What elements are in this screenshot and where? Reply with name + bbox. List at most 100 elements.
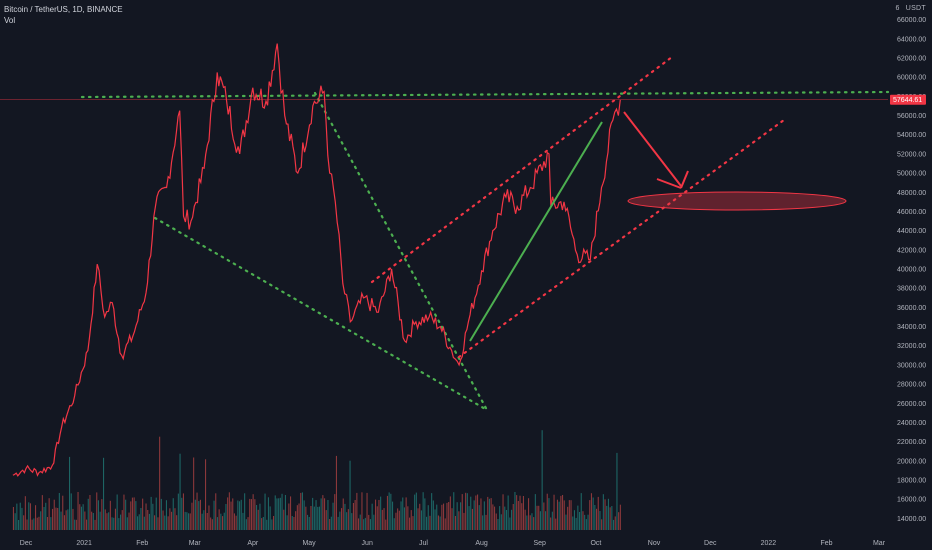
volume-bar bbox=[580, 493, 582, 530]
volume-bar bbox=[381, 509, 383, 530]
volume-bar bbox=[116, 494, 118, 530]
volume-bar bbox=[380, 496, 382, 530]
volume-bar bbox=[308, 517, 310, 530]
volume-bar bbox=[342, 498, 344, 530]
currency-label: USDT bbox=[905, 5, 926, 12]
volume-bar bbox=[551, 511, 553, 530]
volume-bar bbox=[199, 499, 201, 530]
volume-bar bbox=[483, 501, 485, 530]
volume-bar bbox=[157, 517, 159, 530]
volume-bar bbox=[516, 495, 518, 530]
time-axis[interactable]: Dec 2021 Feb Mar Apr May Jun Jul Aug Sep Oct Nov Dec… bbox=[20, 540, 886, 547]
volume-bar bbox=[67, 509, 69, 530]
symbol-title[interactable]: Bitcoin / TetherUS, 1D, BINANCE bbox=[4, 5, 123, 14]
volume-bar bbox=[429, 515, 431, 530]
volume-bar bbox=[220, 513, 222, 530]
drawing-layer-top[interactable] bbox=[469, 111, 689, 342]
volume-bar bbox=[60, 511, 62, 530]
volume-bar bbox=[526, 515, 528, 530]
drawing-layer[interactable] bbox=[80, 55, 890, 412]
x-tick-label: Dec bbox=[20, 540, 33, 547]
volume-bar bbox=[393, 518, 395, 530]
volume-bar bbox=[284, 495, 286, 530]
x-tick-label: May bbox=[302, 540, 316, 547]
volume-bar bbox=[364, 517, 366, 530]
volume-bar bbox=[431, 493, 433, 530]
volume-bar bbox=[594, 505, 596, 530]
volume-bar bbox=[213, 500, 215, 530]
volume-bar bbox=[397, 508, 399, 530]
volume-bar bbox=[75, 519, 77, 530]
volume-bar bbox=[456, 502, 458, 530]
volume-bar bbox=[477, 494, 479, 530]
y-tick-label: 62000.00 bbox=[897, 55, 926, 62]
y-tick-label: 14000.00 bbox=[897, 516, 926, 523]
volume-bar bbox=[172, 498, 174, 530]
volume-bar bbox=[242, 512, 244, 530]
volume-bar bbox=[473, 500, 475, 530]
volume-bar bbox=[589, 500, 591, 530]
x-tick-label: Feb bbox=[820, 540, 832, 547]
volume-bar bbox=[448, 502, 450, 530]
volume-bar bbox=[138, 514, 140, 530]
volume-bar bbox=[480, 498, 482, 530]
volume-bar bbox=[123, 494, 125, 530]
volume-bar bbox=[147, 510, 149, 530]
volume-bar bbox=[434, 509, 436, 530]
volume-bar bbox=[427, 505, 429, 530]
volume-bar bbox=[208, 505, 210, 530]
volume-label[interactable]: Vol bbox=[4, 16, 16, 25]
volume-bar bbox=[155, 497, 157, 530]
volume-bar bbox=[368, 514, 370, 530]
volume-bar bbox=[228, 492, 230, 530]
volume-bar bbox=[182, 493, 184, 530]
volume-bar bbox=[19, 502, 21, 530]
currency-selector[interactable]: 6 USDT bbox=[890, 5, 926, 12]
volume-bar bbox=[386, 495, 388, 530]
volume-bar bbox=[466, 493, 468, 530]
volume-bar bbox=[409, 517, 411, 530]
volume-bar bbox=[538, 505, 540, 530]
volume-bar bbox=[40, 511, 42, 530]
volume-bar bbox=[614, 516, 616, 530]
volume-bar bbox=[104, 509, 106, 530]
volume-bar bbox=[432, 500, 434, 530]
volume-bar bbox=[613, 519, 615, 530]
volume-bar bbox=[91, 511, 93, 530]
volume-bar bbox=[317, 506, 319, 530]
volume-bar bbox=[517, 501, 519, 530]
volume-bar bbox=[310, 506, 312, 530]
y-tick-label: 32000.00 bbox=[897, 343, 926, 350]
volume-bar bbox=[283, 509, 285, 530]
volume-bar bbox=[363, 519, 365, 530]
volume-bar bbox=[573, 510, 575, 530]
volume-bar bbox=[135, 501, 137, 530]
volume-bar bbox=[290, 496, 292, 530]
volume-bar bbox=[43, 507, 45, 530]
x-tick-label: Mar bbox=[873, 540, 886, 547]
volume-bar bbox=[441, 504, 443, 530]
volume-bar bbox=[337, 516, 339, 530]
volume-bar bbox=[121, 510, 123, 530]
volume-bar bbox=[288, 503, 290, 530]
volume-bar bbox=[402, 497, 404, 530]
volume-bars bbox=[12, 430, 621, 530]
volume-bar bbox=[264, 493, 266, 530]
volume-bar bbox=[36, 517, 38, 530]
volume-bar bbox=[215, 493, 217, 530]
price-axis[interactable]: 14000.00 16000.00 18000.00 20000.00 22000.00… bbox=[897, 17, 926, 523]
volume-bar bbox=[74, 519, 76, 530]
y-tick-label: 34000.00 bbox=[897, 324, 926, 331]
volume-bar bbox=[86, 519, 88, 530]
y-tick-label: 22000.00 bbox=[897, 439, 926, 446]
volume-bar bbox=[313, 506, 315, 530]
volume-bar bbox=[281, 493, 283, 530]
volume-bar bbox=[388, 492, 390, 530]
volume-bar bbox=[553, 494, 555, 530]
volume-bar bbox=[137, 516, 139, 530]
volume-bar bbox=[293, 517, 295, 530]
x-tick-label: Feb bbox=[136, 540, 148, 547]
volume-bar bbox=[606, 505, 608, 530]
volume-bar bbox=[227, 497, 229, 530]
